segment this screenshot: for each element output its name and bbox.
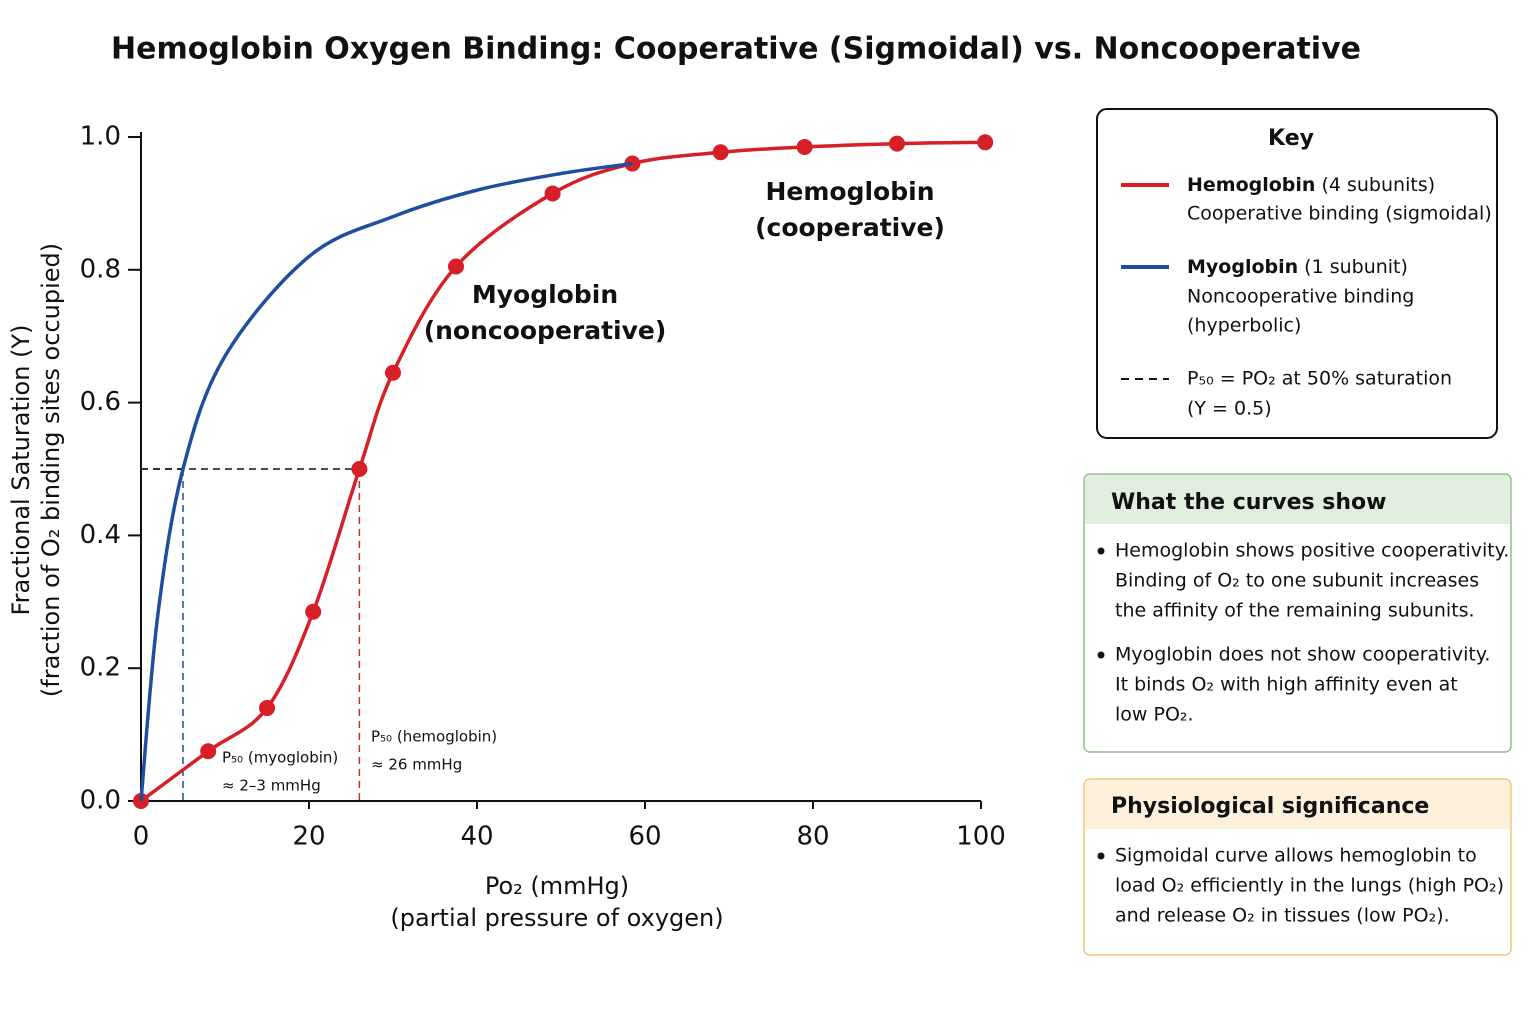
data-point bbox=[259, 700, 275, 717]
x-axis-label: Po₂ (mmHg) bbox=[485, 872, 629, 900]
y-tick-label: 0.2 bbox=[80, 653, 121, 683]
panel-header bbox=[1085, 780, 1510, 829]
bullet-text: low PO₂. bbox=[1115, 704, 1194, 726]
data-point bbox=[977, 134, 994, 151]
key-reference: P₅₀ = PO₂ at 50% saturation bbox=[1187, 368, 1452, 390]
data-point bbox=[305, 603, 322, 620]
bullet-text: and release O₂ in tissues (low PO₂). bbox=[1115, 905, 1450, 927]
annotation: P₅₀ (hemoglobin) bbox=[371, 728, 497, 746]
data-point bbox=[385, 364, 401, 381]
panel: Physiological significance bbox=[1083, 778, 1512, 956]
key-description: Noncooperative binding bbox=[1187, 286, 1414, 308]
data-point bbox=[796, 138, 813, 155]
panel: What the curves show bbox=[1083, 473, 1512, 753]
data-point bbox=[712, 144, 729, 161]
curve-label: (noncooperative) bbox=[424, 316, 667, 345]
key-detail: (1 subunit) bbox=[1304, 256, 1408, 278]
key-reference: (Y = 0.5) bbox=[1187, 398, 1272, 420]
x-axis-label: (partial pressure of oxygen) bbox=[390, 904, 723, 932]
chart-title: Hemoglobin Oxygen Binding: Cooperative (… bbox=[111, 32, 1361, 67]
annotation: P₅₀ (myoglobin) bbox=[222, 749, 338, 767]
annotation: ≈ 2–3 mmHg bbox=[222, 777, 321, 795]
bullet-text: load O₂ efficiently in the lungs (high P… bbox=[1115, 875, 1504, 897]
data-point bbox=[351, 461, 368, 477]
key-detail: (4 subunits) bbox=[1321, 174, 1435, 196]
bullet-text: It binds O₂ with high affinity even at bbox=[1115, 674, 1458, 696]
key-name: Myoglobin bbox=[1187, 256, 1298, 278]
bullet-dot bbox=[1097, 651, 1105, 659]
data-point bbox=[544, 185, 561, 202]
x-tick-label: 60 bbox=[628, 822, 661, 852]
x-tick-label: 40 bbox=[460, 822, 493, 852]
key-name: Hemoglobin bbox=[1187, 174, 1315, 196]
bullet-text: Sigmoidal curve allows hemoglobin to bbox=[1115, 845, 1477, 867]
curve-label: Myoglobin bbox=[472, 280, 618, 309]
curve-label: (cooperative) bbox=[755, 213, 945, 242]
series-line bbox=[139, 161, 633, 802]
key-description: Cooperative binding (sigmoidal) bbox=[1187, 203, 1492, 225]
bullet-text: Myoglobin does not show cooperativity. bbox=[1115, 644, 1490, 666]
panel-title: What the curves show bbox=[1111, 490, 1386, 515]
curve-label: Hemoglobin bbox=[765, 177, 934, 206]
y-tick-label: 0.8 bbox=[80, 254, 121, 284]
x-tick-label: 0 bbox=[133, 822, 150, 852]
key-title: Key bbox=[1268, 126, 1314, 151]
y-tick-label: 1.0 bbox=[80, 122, 121, 152]
bullet-dot bbox=[1097, 852, 1105, 860]
key-description: (hyperbolic) bbox=[1187, 315, 1301, 337]
data-point bbox=[889, 135, 905, 152]
panel-box bbox=[1083, 473, 1512, 753]
panel-title: Physiological significance bbox=[1111, 794, 1429, 819]
data-point bbox=[200, 743, 217, 760]
bullet-text: Binding of O₂ to one subunit increases bbox=[1115, 570, 1479, 592]
key-entry: Myoglobin (1 subunit) bbox=[1187, 256, 1408, 278]
key-box bbox=[1096, 108, 1498, 439]
y-axis-label: Fractional Saturation (Y) bbox=[7, 325, 35, 616]
y-tick-label: 0.0 bbox=[80, 786, 121, 816]
x-tick-label: 80 bbox=[796, 822, 829, 852]
y-tick-label: 0.6 bbox=[80, 387, 121, 417]
bullet-text: the affinity of the remaining subunits. bbox=[1115, 600, 1475, 622]
y-tick-label: 0.4 bbox=[80, 520, 121, 550]
x-tick-label: 100 bbox=[956, 822, 1006, 852]
x-tick-label: 20 bbox=[292, 822, 325, 852]
y-axis-label: (fraction of O₂ binding sites occupied) bbox=[37, 243, 65, 697]
key-entry: Hemoglobin (4 subunits) bbox=[1187, 174, 1435, 196]
panel-header bbox=[1085, 475, 1510, 524]
annotation: ≈ 26 mmHg bbox=[371, 756, 462, 774]
bullet-dot bbox=[1097, 547, 1105, 555]
bullet-text: Hemoglobin shows positive cooperativity. bbox=[1115, 540, 1509, 562]
data-point bbox=[448, 258, 464, 275]
